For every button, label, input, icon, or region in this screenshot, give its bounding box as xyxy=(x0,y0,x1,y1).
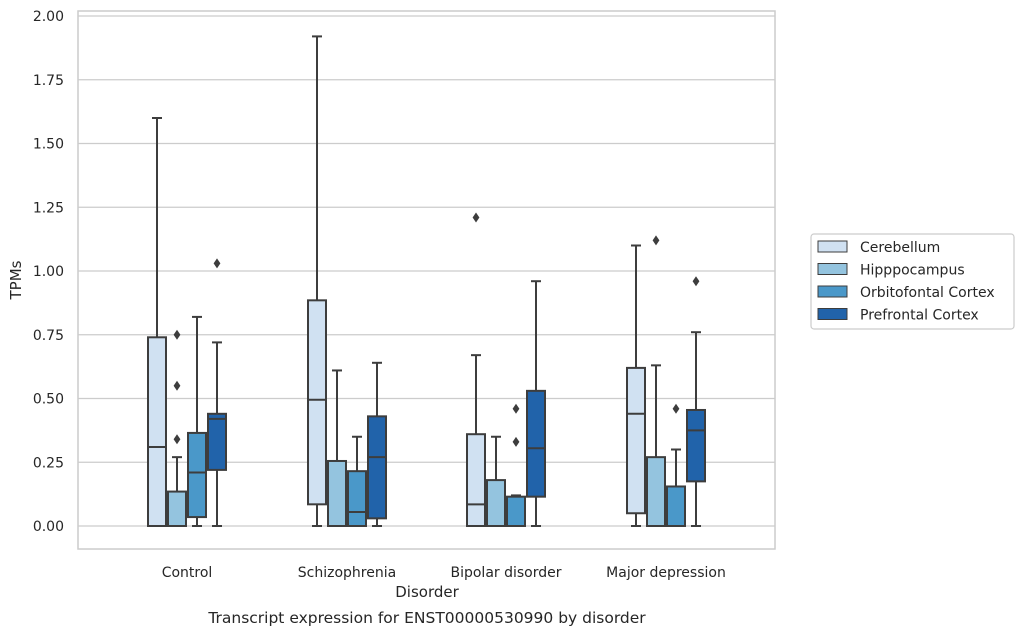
box-1-0 xyxy=(167,329,187,528)
outlier-point xyxy=(512,436,520,447)
box-iqr xyxy=(486,479,506,528)
outlier-point xyxy=(213,258,221,269)
y-tick-label: 2.00 xyxy=(33,9,64,25)
box-iqr xyxy=(347,470,367,527)
box-iqr xyxy=(686,408,706,483)
outlier-point xyxy=(173,329,181,340)
box-groups xyxy=(147,35,706,528)
legend-frame xyxy=(810,233,1015,330)
legend-label: Cerebellum xyxy=(860,240,940,256)
outlier-point xyxy=(652,235,660,246)
box-2-0 xyxy=(187,315,207,527)
box-iqr xyxy=(307,299,327,506)
legend-label: Hipppocampus xyxy=(860,263,965,279)
chart-caption: Transcript expression for ENST0000053099… xyxy=(207,609,646,627)
y-tick-label: 1.75 xyxy=(33,73,64,89)
box-iqr xyxy=(187,431,207,519)
y-tick-label: 1.50 xyxy=(33,137,64,153)
grid-lines xyxy=(78,15,775,527)
outlier-point xyxy=(173,380,181,391)
legend-label: Prefrontal Cortex xyxy=(860,308,979,324)
box-iqr xyxy=(626,366,646,515)
box-iqr xyxy=(367,415,387,520)
box-3-2 xyxy=(526,280,546,527)
box-0-2 xyxy=(466,212,486,528)
outlier-point xyxy=(692,276,700,287)
outlier-point xyxy=(672,403,680,414)
box-iqr xyxy=(466,433,486,528)
y-tick-label: 0.75 xyxy=(33,328,64,344)
legend-label: Orbitofontal Cortex xyxy=(860,285,995,301)
box-iqr xyxy=(666,485,686,528)
outlier-point xyxy=(173,434,181,445)
outlier-point xyxy=(472,212,480,223)
box-iqr xyxy=(506,495,526,527)
box-2-3 xyxy=(666,403,686,528)
legend-swatch xyxy=(817,240,848,253)
box-1-3 xyxy=(646,235,666,527)
outlier-point xyxy=(512,403,520,414)
x-tick-label: Major depression xyxy=(606,565,726,581)
box-1-1 xyxy=(327,369,347,528)
x-tick-label: Control xyxy=(162,565,213,581)
legend-swatch xyxy=(817,263,848,275)
x-tick-labels: Control Schizophrenia Bipolar disorder Majo… xyxy=(162,565,726,581)
legend: Cerebellum Hipppocampus Orbitofontal Corte… xyxy=(810,233,1015,330)
box-0-1 xyxy=(307,35,327,527)
box-1-2 xyxy=(486,435,506,528)
x-tick-label: Bipolar disorder xyxy=(450,565,561,581)
y-axis-label: TPMs xyxy=(7,260,25,300)
y-tick-label: 1.00 xyxy=(33,264,64,280)
legend-swatch xyxy=(817,285,848,298)
x-tick-label: Schizophrenia xyxy=(298,565,396,581)
box-iqr xyxy=(327,459,347,528)
y-tick-label: 1.25 xyxy=(33,200,64,216)
box-iqr xyxy=(526,389,546,498)
box-3-0 xyxy=(207,258,227,527)
box-3-3 xyxy=(686,276,706,527)
box-2-2 xyxy=(506,403,526,527)
box-3-1 xyxy=(367,361,387,527)
y-tick-label: 0.00 xyxy=(33,519,64,535)
box-iqr xyxy=(207,412,227,471)
y-tick-label: 0.25 xyxy=(33,455,64,471)
box-iqr xyxy=(646,456,666,527)
box-iqr xyxy=(167,490,187,528)
box-iqr xyxy=(147,336,167,527)
legend-swatch xyxy=(817,308,848,320)
box-0-3 xyxy=(626,244,646,527)
box-2-1 xyxy=(347,435,367,527)
y-tick-label: 0.50 xyxy=(33,392,64,408)
plot-frame xyxy=(77,10,776,550)
x-axis-label: Disorder xyxy=(395,583,459,601)
box-0-0 xyxy=(147,117,167,527)
y-tick-labels: 0.00 0.25 0.50 0.75 1.00 1.25 1.50 1.75 2.00 xyxy=(33,9,64,535)
